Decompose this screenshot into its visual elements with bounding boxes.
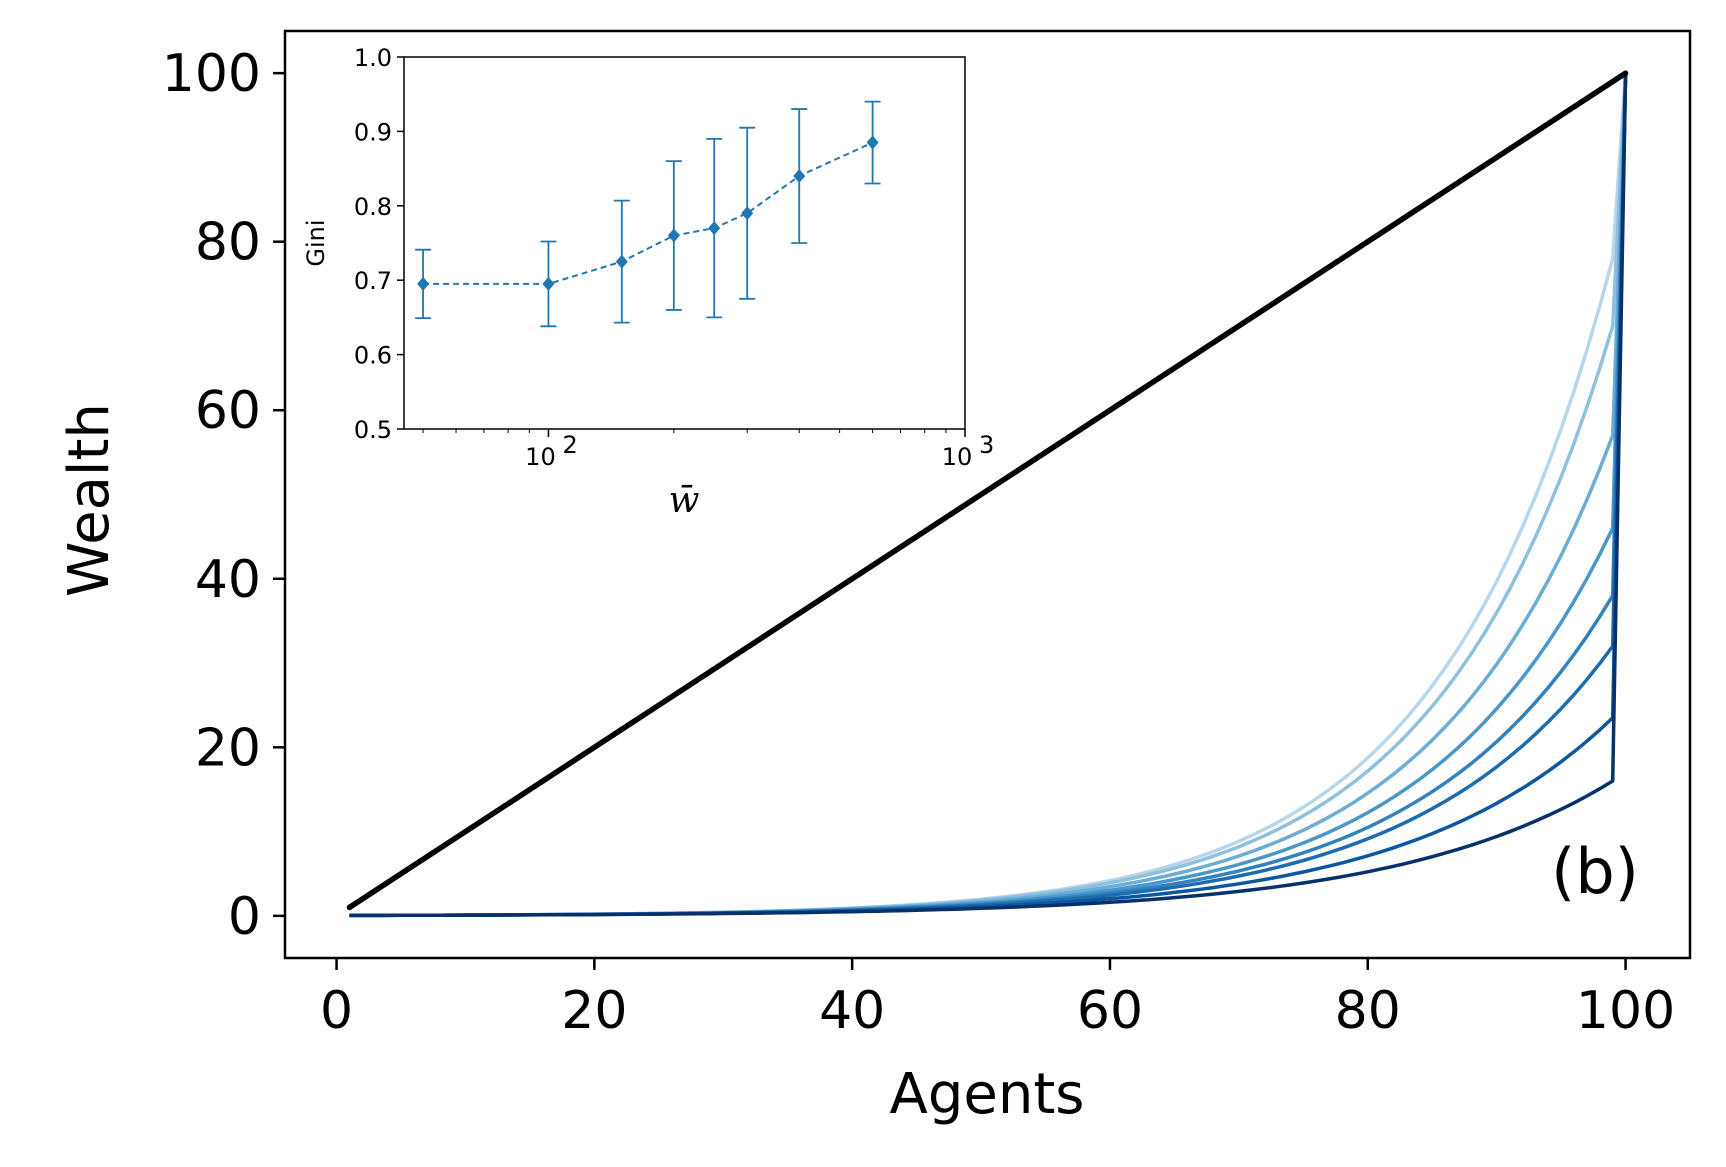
gini-point-group [706,137,723,319]
inset-series [415,100,881,328]
main-x-tick-label: 20 [561,981,627,1041]
main-y-tick-label: 0 [228,887,261,947]
inset-plot-frame [403,56,966,430]
equality-line [346,70,1629,911]
gini-point [741,206,754,221]
gini-point [866,135,879,150]
main-x-tick-label: 100 [1576,981,1675,1041]
inset-y-tick-label: 1.0 [354,44,392,72]
gini-point-group [540,240,557,328]
inset-x-axis: 10 2 10 3 [422,429,994,471]
wealth-curve [349,73,1628,918]
main-x-tick-label: 40 [819,981,885,1041]
gini-point [708,221,721,236]
main-y-tick-label: 80 [195,213,261,273]
inset-x-tick-label: 10 [942,443,973,471]
gini-point-group [665,160,682,311]
inset-y-tick-label: 0.7 [354,267,392,295]
main-y-axis: 0 20 40 60 80 100 [162,44,285,947]
inset-x-axis-label: w̄ [669,480,700,521]
gini-point-group [613,199,630,324]
inset-y-tick-label: 0.8 [354,193,392,221]
inset-y-axis: 0.5 0.6 0.7 0.8 0.9 1.0 [354,44,404,444]
main-x-axis: 0 20 40 60 80 100 [320,958,1675,1041]
gini-point [667,228,680,243]
inset-x-tick-label: 10 [525,443,556,471]
main-x-tick-label: 80 [1335,981,1401,1041]
gini-point-group [864,100,881,185]
inset-y-tick-label: 0.5 [354,416,392,444]
inset-y-tick-label: 0.6 [354,342,392,370]
gini-dashed-line [423,141,874,285]
inset-background [404,57,965,429]
inset-x-tick-exponent: 3 [979,431,994,459]
main-x-tick-label: 60 [1077,981,1143,1041]
main-y-tick-label: 100 [162,44,261,104]
gini-point [542,276,555,291]
gini-point [615,254,628,269]
main-x-tick-label: 0 [320,981,353,1041]
main-x-axis-label: Agents [890,1062,1085,1127]
panel-label: (b) [1551,835,1639,908]
inset-y-tick-label: 0.9 [354,118,392,146]
inset-y-axis-label: Gini [302,219,330,266]
gini-point-group [739,126,756,300]
main-y-axis-label: Wealth [57,403,122,597]
main-equality-line-group [346,70,1629,911]
main-y-tick-label: 20 [195,718,261,778]
main-y-tick-label: 60 [195,381,261,441]
gini-point [417,276,430,291]
main-curves [349,72,1628,918]
gini-point [793,169,806,184]
main-y-tick-label: 40 [195,550,261,610]
main-plot-frame [283,29,1692,960]
gini-point-group [415,248,432,320]
inset-x-tick-exponent: 2 [562,431,577,459]
gini-point-group [791,108,808,244]
